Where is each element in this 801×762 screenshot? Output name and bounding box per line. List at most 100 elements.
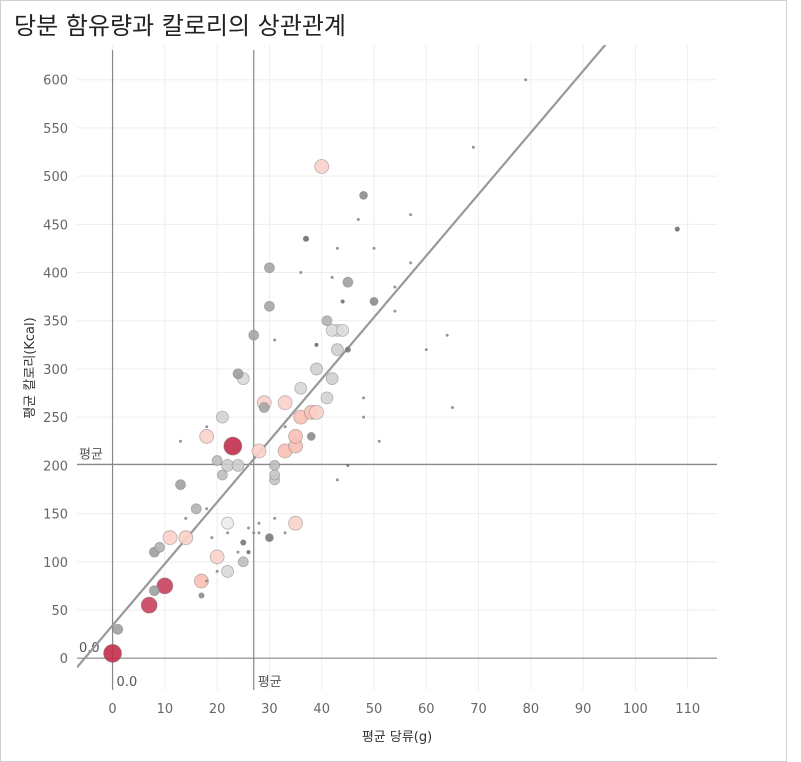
scatter-point: [184, 516, 188, 520]
scatter-point: [179, 439, 183, 443]
scatter-point: [303, 235, 310, 242]
y-tick-label: 150: [43, 508, 68, 523]
scatter-point: [409, 213, 413, 217]
scatter-point: [340, 299, 345, 304]
scatter-point: [306, 432, 316, 441]
y-tick-label: 0: [60, 652, 68, 667]
scatter-point: [257, 531, 261, 535]
x-tick-label: 60: [418, 702, 435, 717]
scatter-point: [140, 596, 158, 614]
scatter-point: [209, 549, 225, 565]
scatter-point: [330, 343, 344, 357]
scatter-point: [148, 585, 160, 597]
scatter-point: [277, 395, 293, 411]
scatter-point: [359, 191, 368, 200]
scatter-point: [314, 159, 330, 174]
scatter-point: [265, 533, 274, 543]
x-tick-label: 70: [470, 702, 487, 717]
x-tick-label: 0: [108, 702, 116, 717]
chart-title: 당분 함유량과 칼로리의 상관관계: [14, 12, 346, 40]
scatter-point: [190, 503, 202, 515]
scatter-point: [314, 342, 319, 347]
scatter-point: [257, 521, 261, 525]
scatter-point: [283, 531, 287, 535]
scatter-point: [178, 530, 194, 546]
scatter-point: [215, 410, 229, 424]
scatter-point: [226, 531, 230, 535]
scatter-point: [424, 348, 428, 352]
scatter-point: [321, 315, 333, 327]
x-tick-label: 40: [313, 702, 330, 717]
scatter-point: [356, 218, 360, 222]
scatter-point: [269, 459, 281, 471]
x-tick-label: 100: [623, 702, 648, 717]
scatter-point: [199, 429, 215, 444]
scatter-point: [310, 362, 323, 376]
scatter-point: [258, 402, 270, 413]
scatter-point: [393, 285, 397, 289]
scatter-point: [299, 271, 303, 275]
scatter-point: [288, 515, 303, 531]
scatter-point: [524, 78, 528, 82]
scatter-point: [393, 309, 397, 313]
scatter-point: [471, 145, 475, 149]
scatter-point: [251, 443, 267, 459]
scatter-point: [175, 479, 186, 491]
scatter-point: [231, 458, 245, 472]
scatter-point: [248, 329, 260, 341]
scatter-point: [205, 507, 209, 511]
y-tick-label: 250: [43, 411, 68, 426]
scatter-point: [344, 346, 351, 353]
scatter-point: [103, 643, 122, 663]
scatter-point: [221, 516, 234, 530]
scatter-point: [232, 368, 244, 380]
y-tick-label: 200: [43, 459, 68, 474]
scatter-point: [372, 246, 376, 250]
x-tick-label: 90: [575, 702, 592, 717]
y-axis-label: 평균 칼로리(Kcal): [23, 317, 38, 418]
scatter-point: [273, 516, 277, 520]
scatter-point: [409, 261, 413, 265]
scatter-point: [221, 565, 234, 578]
scatter-point: [335, 246, 339, 250]
scatter-point: [205, 425, 209, 429]
reference-label: 0.0: [117, 675, 138, 690]
scatter-point: [264, 300, 275, 312]
scatter-point: [377, 439, 381, 443]
scatter-point: [330, 275, 334, 279]
scatter-point: [246, 550, 251, 555]
scatter-point: [362, 415, 366, 419]
y-tick-label: 400: [43, 267, 68, 282]
x-tick-label: 50: [366, 702, 383, 717]
scatter-point: [369, 297, 379, 306]
scatter-point: [247, 526, 251, 530]
scatter-point: [154, 541, 166, 553]
y-tick-label: 550: [43, 122, 68, 137]
scatter-point: [288, 429, 303, 444]
scatter-point: [240, 539, 247, 546]
y-tick-label: 600: [43, 74, 68, 89]
y-tick-label: 300: [43, 363, 68, 378]
scatter-point: [269, 469, 281, 481]
scatter-point: [216, 469, 228, 481]
scatter-point: [198, 592, 205, 599]
scatter-point: [215, 569, 219, 573]
scatter-point: [294, 381, 308, 395]
scatter-point: [252, 531, 256, 535]
scatter-point: [320, 391, 334, 405]
scatter-point: [211, 455, 223, 466]
y-tick-label: 100: [43, 556, 68, 571]
reference-label: 평균: [79, 447, 103, 462]
scatter-point: [674, 226, 680, 232]
scatter-point: [342, 276, 354, 288]
y-tick-label: 450: [43, 218, 68, 233]
scatter-point: [283, 425, 287, 429]
x-axis-label: 평균 당류(g): [362, 730, 432, 745]
x-tick-label: 10: [157, 702, 174, 717]
y-tick-label: 50: [51, 604, 68, 619]
scatter-point: [450, 406, 454, 410]
scatter-point: [273, 338, 277, 342]
scatter-point: [236, 550, 240, 554]
